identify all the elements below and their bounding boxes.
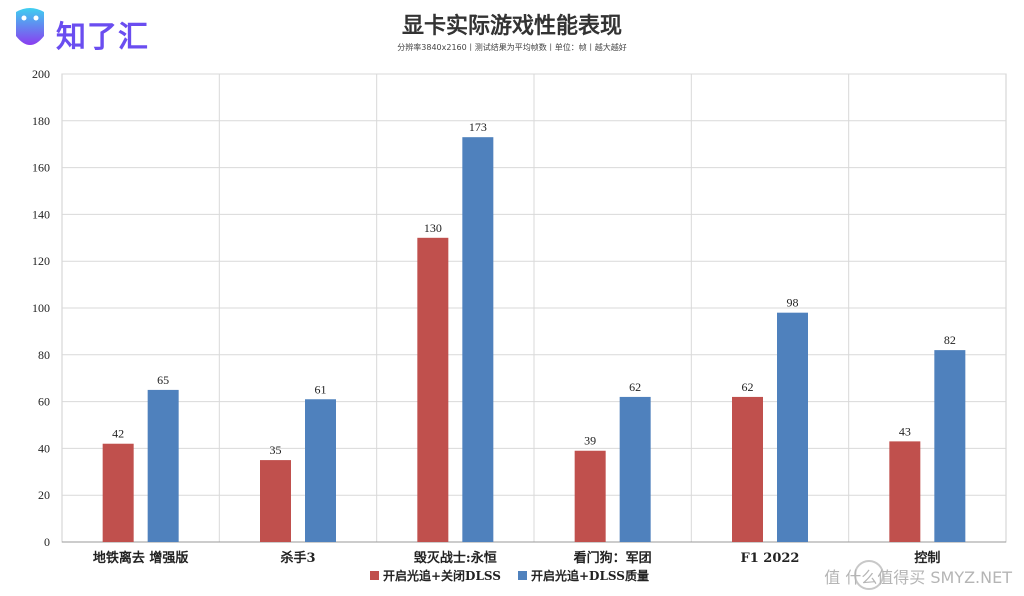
data-label: 43 bbox=[899, 424, 911, 438]
bar bbox=[934, 350, 966, 542]
bar bbox=[777, 312, 808, 542]
bar bbox=[574, 450, 606, 542]
y-tick-label: 160 bbox=[32, 161, 50, 175]
chart-title: 显卡实际游戏性能表现 bbox=[401, 14, 622, 39]
bar bbox=[619, 396, 651, 542]
bar bbox=[305, 399, 336, 542]
y-tick-label: 60 bbox=[38, 395, 50, 409]
cicada-logo-icon bbox=[16, 8, 44, 45]
bar bbox=[260, 460, 291, 542]
x-tick-label: 杀手3 bbox=[280, 550, 315, 566]
x-tick-label: 毁灭战士:永恒 bbox=[414, 550, 497, 566]
data-label: 62 bbox=[629, 380, 641, 394]
x-tick-label: 控制 bbox=[914, 550, 940, 566]
data-label: 42 bbox=[112, 427, 124, 441]
data-label: 173 bbox=[469, 120, 487, 134]
x-tick-label: 地铁离去 增强版 bbox=[93, 550, 189, 566]
data-label: 82 bbox=[944, 333, 956, 347]
data-label: 61 bbox=[315, 382, 327, 396]
x-tick-label: 看门狗：军团 bbox=[574, 550, 652, 566]
y-tick-label: 0 bbox=[44, 535, 50, 549]
y-tick-label: 80 bbox=[38, 348, 50, 362]
watermark-logo-icon bbox=[854, 560, 884, 590]
logo-text: 知了汇 bbox=[56, 20, 149, 55]
logo: 知了汇 bbox=[10, 6, 160, 55]
bar bbox=[732, 396, 763, 542]
y-tick-label: 20 bbox=[38, 488, 50, 502]
data-label: 65 bbox=[157, 373, 169, 387]
y-tick-label: 40 bbox=[38, 441, 50, 455]
bar bbox=[462, 137, 494, 542]
data-label: 130 bbox=[424, 221, 442, 235]
y-tick-label: 200 bbox=[32, 67, 50, 81]
legend-label: 开启光追+关闭DLSS bbox=[383, 568, 501, 583]
y-tick-label: 100 bbox=[32, 301, 50, 315]
legend-swatch bbox=[370, 571, 379, 580]
data-label: 35 bbox=[270, 443, 282, 457]
x-tick-label: F1 2022 bbox=[741, 551, 800, 566]
y-tick-label: 140 bbox=[32, 207, 50, 221]
chart-subtitle: 分辨率3840x2160丨测试结果为平均帧数丨单位：帧丨越大越好 bbox=[397, 43, 627, 52]
y-tick-label: 120 bbox=[32, 254, 50, 268]
bar bbox=[417, 237, 449, 543]
data-label: 98 bbox=[787, 296, 799, 310]
y-tick-label: 180 bbox=[32, 114, 50, 128]
legend-label: 开启光追+DLSS质量 bbox=[531, 568, 649, 583]
bar bbox=[889, 441, 921, 542]
data-label: 62 bbox=[742, 380, 754, 394]
bar bbox=[102, 443, 134, 542]
watermark: 值 什么值得买 SMYZ.NET bbox=[824, 568, 1012, 587]
data-label: 39 bbox=[584, 434, 596, 448]
bar bbox=[147, 389, 179, 542]
legend-swatch bbox=[518, 571, 527, 580]
